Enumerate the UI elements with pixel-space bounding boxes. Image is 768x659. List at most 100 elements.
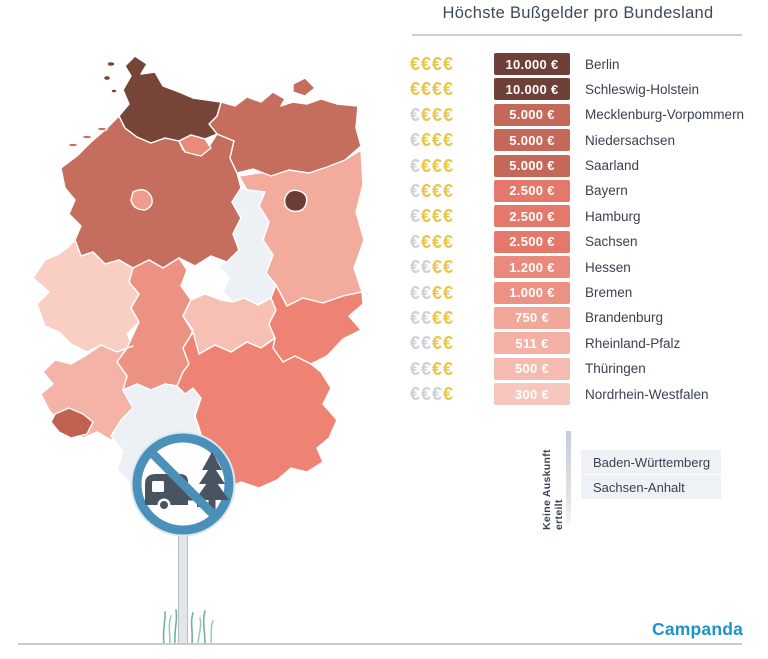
sign-pole xyxy=(178,534,188,645)
euro-rating: € € € € xyxy=(410,104,494,126)
fine-row: € € € € 2.500 € Sachsen xyxy=(410,230,760,253)
brand-logo: Campanda xyxy=(652,619,744,639)
fine-row: € € € € 1.200 € Hessen xyxy=(410,256,760,279)
state-label: Hessen xyxy=(585,259,631,275)
fine-amount-badge: 750 € xyxy=(494,306,570,329)
map-island-ostfriesland-3 xyxy=(96,126,108,132)
fine-amount-badge: 2.500 € xyxy=(494,205,570,228)
euro-icon: € xyxy=(410,384,421,405)
euro-rating: € € € € xyxy=(410,129,494,151)
map-state-mecklenburg-vorpommern xyxy=(208,91,362,177)
euro-icon: € xyxy=(410,358,421,379)
euro-rating: € € € € xyxy=(410,205,494,227)
state-label: Hamburg xyxy=(585,208,641,224)
euro-icon: € xyxy=(421,79,432,100)
caravan-window xyxy=(152,481,164,492)
euro-icon: € xyxy=(443,307,454,328)
no-info-state: Sachsen-Anhalt xyxy=(581,475,721,499)
fine-amount-badge: 10.000 € xyxy=(494,53,570,75)
euro-icon: € xyxy=(410,333,421,354)
euro-icon: € xyxy=(443,180,454,201)
euro-icon: € xyxy=(443,333,454,354)
euro-icon: € xyxy=(443,206,454,227)
fine-row: € € € € 511 € Rheinland-Pfalz xyxy=(410,332,760,355)
state-label: Bremen xyxy=(585,285,633,301)
euro-icon: € xyxy=(410,257,421,278)
state-label: Rheinland-Pfalz xyxy=(585,335,681,351)
euro-icon: € xyxy=(421,155,432,176)
euro-icon: € xyxy=(443,104,454,125)
state-label: Niedersachsen xyxy=(585,132,676,148)
euro-icon: € xyxy=(421,130,432,151)
euro-icon: € xyxy=(410,130,421,151)
map-island-ruegen xyxy=(292,77,316,97)
euro-icon: € xyxy=(432,231,443,252)
state-label: Mecklenburg-Vorpommern xyxy=(585,107,745,123)
euro-icon: € xyxy=(410,104,421,125)
euro-rating: € € € € xyxy=(410,53,494,75)
fine-amount-badge: 5.000 € xyxy=(494,103,570,126)
euro-icon: € xyxy=(432,307,443,328)
fine-row: € € € € 300 € Nordrhein-Westfalen xyxy=(410,383,760,406)
fine-row: € € € € 500 € Thüringen xyxy=(410,357,760,380)
no-info-label: Keine Auskunft erteilt xyxy=(541,449,565,530)
no-info-state: Baden-Württemberg xyxy=(581,450,721,474)
euro-icon: € xyxy=(421,257,432,278)
map-state-schleswig-holstein xyxy=(118,55,222,144)
fine-row: € € € € 10.000 € Berlin xyxy=(410,53,760,75)
fine-amount-badge: 2.500 € xyxy=(494,179,570,202)
euro-icon: € xyxy=(432,206,443,227)
euro-icon: € xyxy=(432,358,443,379)
euro-rating: € € € € xyxy=(410,383,494,405)
euro-icon: € xyxy=(410,307,421,328)
title-divider xyxy=(412,34,742,36)
fine-amount-badge: 2.500 € xyxy=(494,230,570,253)
state-label: Thüringen xyxy=(585,361,646,377)
euro-icon: € xyxy=(410,231,421,252)
map-island-nordfriesland-3 xyxy=(110,88,118,94)
state-label: Schleswig-Holstein xyxy=(585,81,700,97)
euro-rating: € € € € xyxy=(410,231,494,253)
euro-icon: € xyxy=(443,54,454,74)
euro-rating: € € € € xyxy=(410,332,494,354)
euro-icon: € xyxy=(421,333,432,354)
euro-icon: € xyxy=(432,54,443,74)
euro-icon: € xyxy=(443,79,454,100)
euro-rating: € € € € xyxy=(410,155,494,177)
state-label: Berlin xyxy=(585,56,620,72)
fine-row: € € € € 750 € Brandenburg xyxy=(410,306,760,329)
ground-line xyxy=(18,643,742,645)
pine-tree-icon xyxy=(195,452,229,510)
no-info-divider xyxy=(566,431,571,523)
euro-icon: € xyxy=(410,206,421,227)
euro-icon: € xyxy=(421,104,432,125)
fine-amount-badge: 5.000 € xyxy=(494,129,570,152)
fines-list: € € € € 10.000 € Berlin € € € € 10.000 € Schle… xyxy=(410,53,760,408)
euro-icon: € xyxy=(443,130,454,151)
fine-amount-badge: 5.000 € xyxy=(494,154,570,177)
fine-row: € € € € 5.000 € Niedersachsen xyxy=(410,129,760,152)
map-state-saarland xyxy=(50,407,94,439)
euro-icon: € xyxy=(421,54,432,74)
euro-icon: € xyxy=(432,282,443,303)
grass xyxy=(162,609,214,645)
euro-icon: € xyxy=(443,155,454,176)
map-island-nordfriesland-1 xyxy=(106,60,116,68)
euro-icon: € xyxy=(410,180,421,201)
euro-rating: € € € € xyxy=(410,180,494,202)
state-label: Brandenburg xyxy=(585,310,664,326)
euro-icon: € xyxy=(432,104,443,125)
euro-icon: € xyxy=(410,79,421,100)
no-camping-sign xyxy=(130,431,236,645)
euro-icon: € xyxy=(443,282,454,303)
map-island-ostfriesland-1 xyxy=(67,142,79,148)
euro-icon: € xyxy=(432,79,443,100)
euro-rating: € € € € xyxy=(410,256,494,278)
fine-amount-badge: 300 € xyxy=(494,383,570,406)
fine-amount-badge: 10.000 € xyxy=(494,78,570,101)
fine-amount-badge: 511 € xyxy=(494,332,570,355)
euro-icon: € xyxy=(421,307,432,328)
euro-rating: € € € € xyxy=(410,358,494,380)
euro-icon: € xyxy=(432,180,443,201)
